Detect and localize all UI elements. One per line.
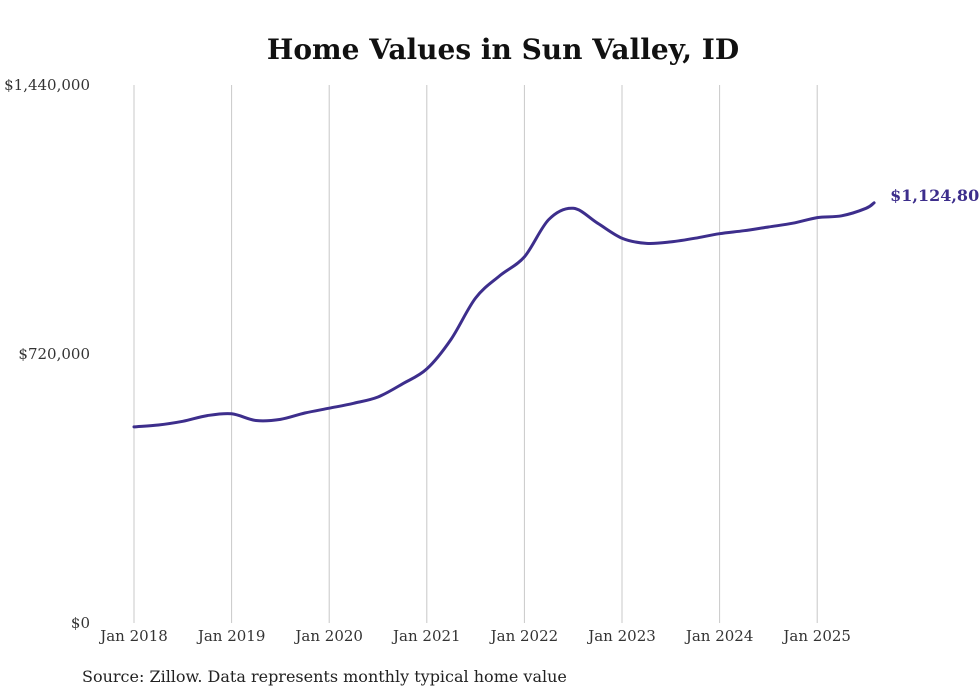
x-tick-label: Jan 2023 — [586, 627, 656, 645]
y-tick-label: $0 — [71, 614, 90, 632]
grid-layer — [133, 85, 818, 623]
x-tick-label: Jan 2019 — [196, 627, 266, 645]
series-line — [132, 201, 876, 429]
y-axis: $0 $720,000 $1,440,000 — [4, 76, 90, 632]
x-tick-label: Jan 2020 — [293, 627, 363, 645]
source-note: Source: Zillow. Data represents monthly … — [82, 667, 567, 686]
chart-title: Home Values in Sun Valley, ID — [267, 33, 739, 66]
x-tick-label: Jan 2021 — [391, 627, 461, 645]
x-axis: Jan 2018 Jan 2019 Jan 2020 Jan 2021 Jan 2022… — [98, 627, 851, 645]
x-tick-label: Jan 2025 — [781, 627, 851, 645]
y-tick-label: $1,440,000 — [4, 76, 90, 94]
end-value-label: $1,124,803 — [890, 186, 980, 205]
x-tick-label: Jan 2024 — [684, 627, 754, 645]
x-tick-label: Jan 2018 — [98, 627, 168, 645]
x-tick-label: Jan 2022 — [489, 627, 559, 645]
y-tick-label: $720,000 — [18, 345, 90, 363]
